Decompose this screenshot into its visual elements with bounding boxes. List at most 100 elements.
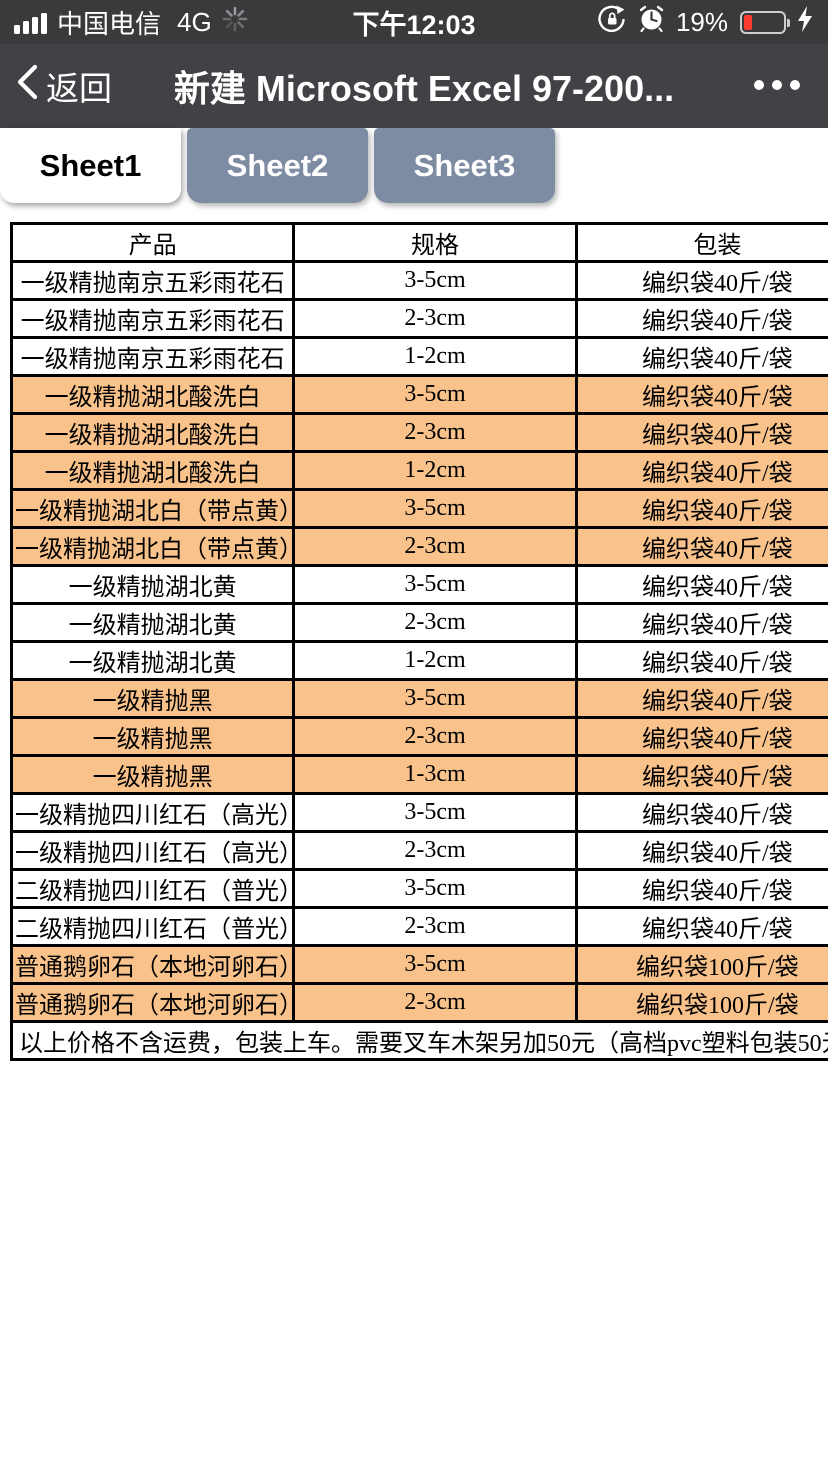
footer-note: 以上价格不含运费，包装上车。需要叉车木架另加50元（高档pvc塑料包装50元/吨 (10, 1020, 828, 1061)
packing-cell: 编织袋40斤/袋 (574, 830, 828, 871)
ellipsis-icon (750, 77, 804, 95)
network-type-label: 4G (177, 6, 212, 37)
packing-cell: 编织袋40斤/袋 (574, 602, 828, 643)
alarm-clock-icon (637, 4, 666, 40)
spec-cell: 1-2cm (292, 640, 578, 681)
packing-cell: 编织袋40斤/袋 (574, 450, 828, 491)
product-cell: 一级精抛黑 (9, 678, 296, 719)
packing-cell: 编织袋40斤/袋 (574, 640, 828, 681)
battery-icon (740, 10, 790, 34)
packing-cell: 编织袋40斤/袋 (574, 906, 828, 947)
packing-cell: 编织袋40斤/袋 (574, 336, 828, 377)
spec-cell: 3-5cm (292, 944, 578, 985)
sheet-tab-bar: Sheet1 Sheet2 Sheet3 (0, 128, 828, 203)
more-options-button[interactable] (750, 44, 804, 128)
packing-cell: 编织袋100斤/袋 (574, 944, 828, 985)
product-cell: 一级精抛南京五彩雨花石 (9, 260, 296, 301)
packing-cell: 编织袋40斤/袋 (574, 298, 828, 339)
spec-cell: 2-3cm (292, 298, 578, 339)
table-row: 一级精抛湖北白（带点黄） 2-3cm 编织袋40斤/袋 (9, 526, 828, 567)
table-row: 一级精抛南京五彩雨花石 2-3cm 编织袋40斤/袋 (9, 298, 828, 339)
spec-cell: 2-3cm (292, 602, 578, 643)
table-row: 一级精抛湖北黄 2-3cm 编织袋40斤/袋 (9, 602, 828, 643)
column-header-0: 产品 (9, 222, 296, 263)
product-cell: 一级精抛黑 (9, 716, 296, 757)
table-row: 一级精抛南京五彩雨花石 1-2cm 编织袋40斤/袋 (9, 336, 828, 377)
table-row: 二级精抛四川红石（普光） 3-5cm 编织袋40斤/袋 (9, 868, 828, 909)
spec-cell: 1-3cm (292, 754, 578, 795)
product-cell: 普通鹅卵石（本地河卵石） (9, 982, 296, 1023)
spec-cell: 3-5cm (292, 792, 578, 833)
back-button[interactable]: 返回 (16, 62, 112, 110)
packing-cell: 编织袋100斤/袋 (574, 982, 828, 1023)
product-cell: 一级精抛湖北黄 (9, 564, 296, 605)
product-cell: 一级精抛湖北白（带点黄） (9, 526, 296, 567)
spec-cell: 3-5cm (292, 564, 578, 605)
spec-cell: 3-5cm (292, 488, 578, 529)
spec-cell: 1-2cm (292, 450, 578, 491)
tab-sheet3[interactable]: Sheet3 (374, 128, 555, 203)
spec-cell: 2-3cm (292, 526, 578, 567)
table-header-row: 产品 规格 包装 (9, 222, 828, 263)
product-cell: 二级精抛四川红石（普光） (9, 868, 296, 909)
packing-cell: 编织袋40斤/袋 (574, 868, 828, 909)
product-cell: 一级精抛湖北黄 (9, 640, 296, 681)
table-row: 一级精抛湖北酸洗白 3-5cm 编织袋40斤/袋 (9, 374, 828, 415)
spec-cell: 3-5cm (292, 260, 578, 301)
spec-cell: 1-2cm (292, 336, 578, 377)
product-cell: 二级精抛四川红石（普光） (9, 906, 296, 947)
product-cell: 一级精抛南京五彩雨花石 (9, 298, 296, 339)
product-cell: 一级精抛湖北酸洗白 (9, 374, 296, 415)
spec-cell: 2-3cm (292, 830, 578, 871)
activity-spinner-icon (222, 6, 248, 39)
status-bar: 中国电信 4G 下午12:03 (0, 0, 828, 44)
product-cell: 一级精抛四川红石（高光） (9, 792, 296, 833)
table-row: 一级精抛黑 1-3cm 编织袋40斤/袋 (9, 754, 828, 795)
carrier-label: 中国电信 (57, 8, 162, 39)
spec-cell: 2-3cm (292, 716, 578, 757)
table-row: 一级精抛湖北白（带点黄） 3-5cm 编织袋40斤/袋 (9, 488, 828, 529)
product-cell: 一级精抛湖北酸洗白 (9, 450, 296, 491)
table-row: 普通鹅卵石（本地河卵石） 2-3cm 编织袋100斤/袋 (9, 982, 828, 1023)
tab-sheet1[interactable]: Sheet1 (0, 128, 181, 203)
rotation-lock-icon (597, 4, 627, 41)
signal-bars-icon (14, 10, 47, 34)
product-cell: 一级精抛湖北酸洗白 (9, 412, 296, 453)
chevron-left-icon (16, 64, 38, 108)
spec-cell: 2-3cm (292, 982, 578, 1023)
table-row: 一级精抛湖北黄 1-2cm 编织袋40斤/袋 (9, 640, 828, 681)
column-header-2: 包装 (574, 222, 828, 263)
product-cell: 一级精抛湖北黄 (9, 602, 296, 643)
packing-cell: 编织袋40斤/袋 (574, 488, 828, 529)
packing-cell: 编织袋40斤/袋 (574, 678, 828, 719)
product-cell: 一级精抛湖北白（带点黄） (9, 488, 296, 529)
table-row: 一级精抛湖北黄 3-5cm 编织袋40斤/袋 (9, 564, 828, 605)
packing-cell: 编织袋40斤/袋 (574, 526, 828, 567)
table-row: 一级精抛南京五彩雨花石 3-5cm 编织袋40斤/袋 (9, 260, 828, 301)
battery-percent-label: 19% (675, 6, 728, 37)
packing-cell: 编织袋40斤/袋 (574, 260, 828, 301)
spec-cell: 3-5cm (292, 678, 578, 719)
table-row: 一级精抛黑 2-3cm 编织袋40斤/袋 (9, 716, 828, 757)
packing-cell: 编织袋40斤/袋 (574, 716, 828, 757)
packing-cell: 编织袋40斤/袋 (574, 412, 828, 453)
document-view[interactable]: 产品 规格 包装 一级精抛南京五彩雨花石 3-5cm 编织袋40斤/袋 一级精抛南京五彩雨… (9, 222, 828, 1061)
product-cell: 一级精抛南京五彩雨花石 (9, 336, 296, 377)
product-cell: 一级精抛黑 (9, 754, 296, 795)
packing-cell: 编织袋40斤/袋 (574, 564, 828, 605)
table-row: 一级精抛四川红石（高光） 2-3cm 编织袋40斤/袋 (9, 830, 828, 871)
column-header-1: 规格 (292, 222, 578, 263)
table-row: 一级精抛四川红石（高光） 3-5cm 编织袋40斤/袋 (9, 792, 828, 833)
charging-bolt-icon (796, 5, 814, 40)
document-title: 新建 Microsoft Excel 97-200... (173, 68, 675, 109)
spec-cell: 2-3cm (292, 412, 578, 453)
table-row: 一级精抛湖北酸洗白 1-2cm 编织袋40斤/袋 (9, 450, 828, 491)
spec-cell: 3-5cm (292, 374, 578, 415)
table-row: 一级精抛湖北酸洗白 2-3cm 编织袋40斤/袋 (9, 412, 828, 453)
spec-cell: 2-3cm (292, 906, 578, 947)
table-row: 一级精抛黑 3-5cm 编织袋40斤/袋 (9, 678, 828, 719)
spec-cell: 3-5cm (292, 868, 578, 909)
back-button-label: 返回 (46, 70, 112, 107)
tab-sheet2[interactable]: Sheet2 (187, 128, 368, 203)
packing-cell: 编织袋40斤/袋 (574, 374, 828, 415)
